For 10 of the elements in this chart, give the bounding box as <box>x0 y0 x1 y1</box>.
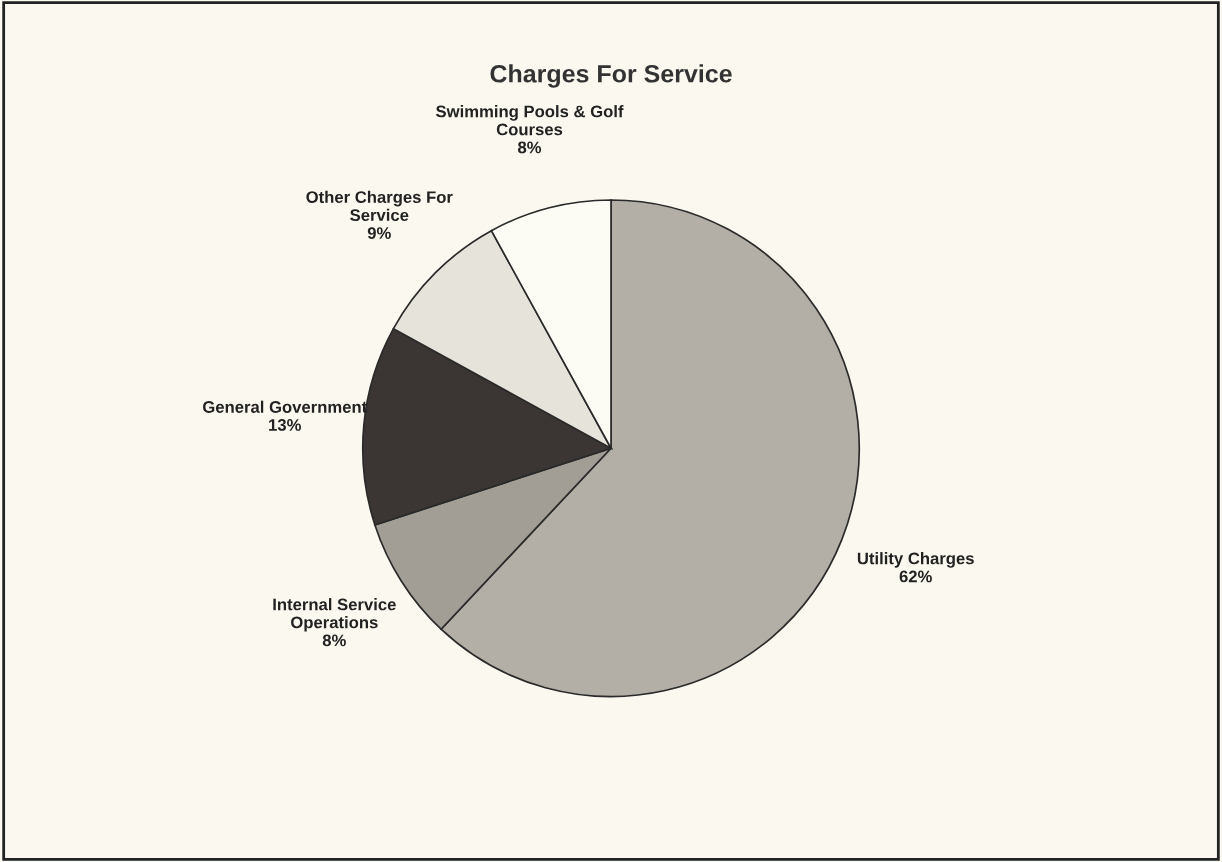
data-label: 13% <box>269 419 301 431</box>
slice-label: Utility Charges <box>857 552 974 568</box>
data-label: 62% <box>899 570 932 583</box>
data-label: 8% <box>517 141 542 154</box>
data-label: 8% <box>322 634 346 647</box>
slice-label: Other Charges For Service <box>306 190 453 222</box>
chart-title: Charges For Service <box>490 64 732 88</box>
slice-label: Internal Service Operations <box>273 598 396 632</box>
data-label: 9% <box>367 227 391 239</box>
slice-label: Swimming Pools & Golf Courses <box>436 105 624 136</box>
